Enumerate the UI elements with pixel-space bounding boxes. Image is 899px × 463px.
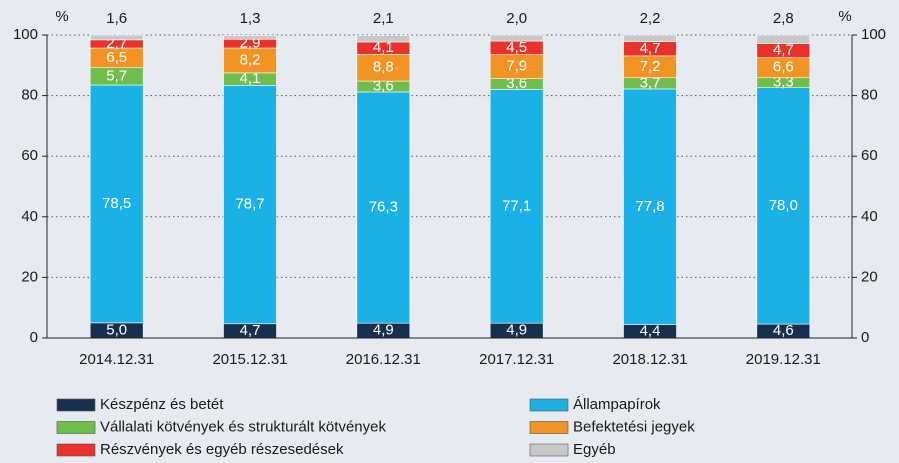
bar-segment (756, 87, 811, 325)
legend-label: Egyéb (573, 441, 616, 458)
legend-label: Részvények és egyéb részesedések (100, 441, 344, 458)
data-label: 8,2 (240, 51, 261, 68)
data-label: 77,8 (635, 198, 664, 215)
y2-tick-label: 100 (861, 26, 886, 43)
data-label: 4,9 (373, 322, 394, 339)
data-label: 4,7 (240, 322, 261, 339)
data-label: 4,4 (640, 322, 661, 339)
bar-segment (223, 35, 277, 40)
data-label: 3,6 (506, 75, 527, 92)
data-label: 77,1 (502, 197, 531, 214)
y-axis-unit: % (55, 8, 68, 25)
data-label: 4,5 (506, 39, 527, 56)
data-label: 1,6 (106, 10, 127, 27)
bar-segment (623, 88, 677, 325)
legend-swatch (56, 421, 96, 434)
y2-axis-unit: % (838, 8, 851, 25)
data-label: 3,6 (373, 77, 394, 94)
bar-segment (356, 35, 411, 43)
bar-segment (223, 84, 277, 325)
x-tick-label: 2014.12.31 (79, 351, 154, 368)
data-label: 7,2 (640, 58, 661, 75)
x-tick-label: 2015.12.31 (212, 351, 287, 368)
data-label: 78,7 (235, 195, 264, 212)
data-label: 4,1 (373, 39, 394, 56)
y2-tick-label: 0 (861, 329, 869, 346)
bar-segment (756, 34, 811, 44)
data-label: 4,7 (640, 40, 661, 57)
data-label: 2,2 (640, 10, 661, 27)
data-label: 4,6 (773, 322, 794, 339)
legend-swatch (529, 398, 569, 412)
y2-tick-label: 60 (861, 147, 878, 164)
x-tick-label: 2019.12.31 (746, 351, 821, 368)
legend-label: Vállalati kötvények és strukturált kötvé… (100, 418, 386, 435)
bar-segment (356, 54, 411, 82)
legend-label: Készpénz és betét (100, 396, 224, 413)
data-label: 7,9 (506, 58, 527, 75)
legend-swatch (56, 443, 96, 457)
data-label: 6,5 (106, 49, 127, 66)
data-label: 76,3 (369, 199, 398, 216)
data-label: 6,6 (773, 59, 794, 76)
data-label: 3,7 (640, 74, 661, 91)
y-tick-label: 80 (21, 87, 38, 104)
y-tick-label: 0 (30, 329, 38, 346)
bar-segment (223, 47, 277, 74)
bar-segment (89, 84, 144, 324)
data-label: 2,8 (773, 10, 794, 27)
bar-segment (623, 34, 677, 42)
legend-label: Állampapírok (573, 396, 661, 413)
y-tick-label: 40 (21, 208, 38, 225)
data-label: 4,9 (506, 322, 527, 339)
y2-tick-label: 40 (861, 208, 878, 225)
x-tick-label: 2017.12.31 (479, 351, 554, 368)
y2-tick-label: 20 (861, 268, 878, 285)
data-label: 2,1 (373, 10, 394, 27)
legend-swatch (56, 398, 96, 412)
data-label: 5,0 (106, 321, 127, 338)
data-label: 2,0 (506, 10, 527, 27)
y-tick-label: 100 (13, 26, 38, 43)
data-label: 78,0 (769, 197, 798, 214)
legend-swatch (529, 443, 569, 457)
data-label: 5,7 (106, 67, 127, 84)
x-tick-label: 2018.12.31 (612, 351, 687, 368)
data-label: 1,3 (240, 10, 261, 27)
legend-swatch (529, 421, 569, 434)
bar-segment (489, 34, 544, 42)
bar-segment (89, 34, 144, 41)
x-tick-label: 2016.12.31 (346, 351, 421, 368)
data-label: 4,7 (773, 42, 794, 59)
y-tick-label: 20 (21, 268, 38, 285)
bar-segment (356, 91, 411, 324)
y2-tick-label: 80 (861, 87, 878, 104)
y-tick-label: 60 (21, 147, 38, 164)
legend-label: Befektetési jegyek (573, 418, 695, 435)
data-label: 4,1 (240, 70, 261, 87)
data-label: 8,8 (373, 59, 394, 76)
data-label: 78,5 (102, 195, 131, 212)
